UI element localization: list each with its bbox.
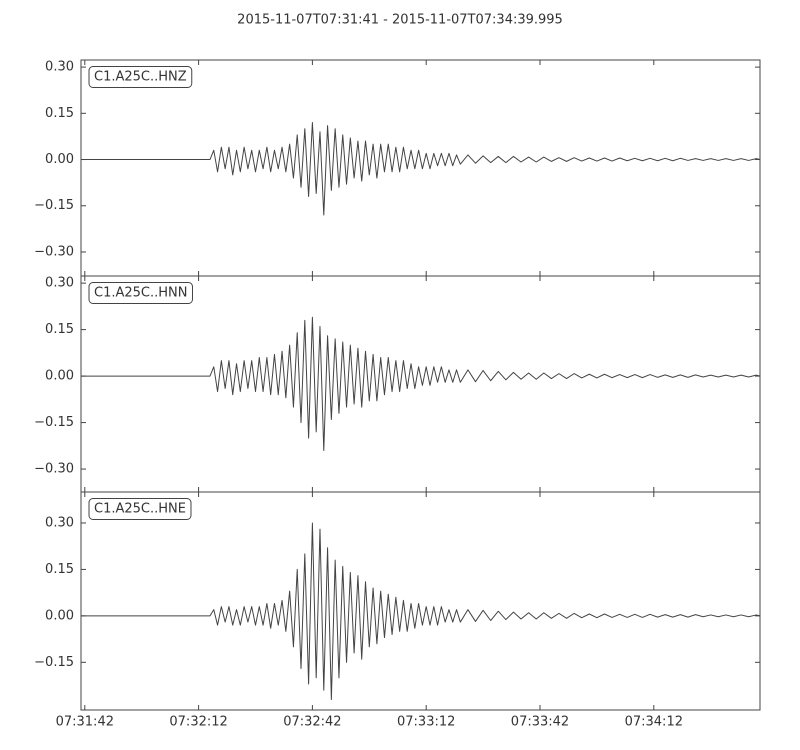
waveform — [81, 316, 761, 451]
x-tick-label: 07:32:12 — [169, 715, 227, 730]
trace-label-box — [88, 282, 193, 304]
panel-frame — [80, 59, 761, 277]
y-tick-label: 0.00 — [45, 369, 74, 384]
panel-frame — [80, 275, 761, 493]
panel-frame — [80, 491, 761, 711]
y-tick-label: −0.30 — [34, 462, 74, 477]
y-tick-label: 0.15 — [45, 322, 74, 337]
y-tick-label: 0.15 — [45, 106, 74, 121]
y-tick-label: −0.15 — [34, 655, 74, 670]
x-tick-label: 07:31:42 — [56, 715, 114, 730]
x-tick-label: 07:32:42 — [283, 715, 341, 730]
trace-label-box — [88, 66, 193, 88]
y-tick-label: 0.30 — [45, 276, 74, 291]
y-tick-label: 0.00 — [45, 152, 74, 167]
trace-label: C1.A25C..HNE — [94, 502, 186, 517]
trace-label-box — [88, 498, 192, 520]
y-tick-label: −0.30 — [34, 244, 74, 259]
y-tick-label: −0.15 — [34, 415, 74, 430]
x-tick-label: 07:34:12 — [625, 715, 683, 730]
y-tick-label: 0.30 — [45, 60, 74, 75]
y-tick-label: −0.15 — [34, 198, 74, 213]
chart-title: 2015-11-07T07:31:41 - 2015-11-07T07:34:3… — [237, 13, 563, 28]
x-tick-label: 07:33:42 — [511, 715, 569, 730]
y-tick-label: 0.15 — [45, 562, 74, 577]
trace-label: C1.A25C..HNN — [94, 286, 187, 301]
waveform — [81, 122, 761, 216]
trace-label: C1.A25C..HNZ — [94, 70, 187, 85]
x-tick-label: 07:33:12 — [397, 715, 455, 730]
y-tick-label: 0.30 — [45, 515, 74, 530]
waveform — [81, 522, 761, 700]
y-tick-label: 0.00 — [45, 608, 74, 623]
